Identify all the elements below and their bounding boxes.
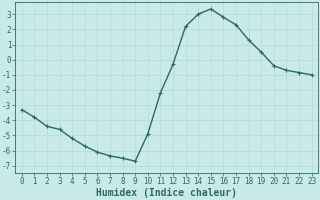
X-axis label: Humidex (Indice chaleur): Humidex (Indice chaleur) <box>96 188 237 198</box>
